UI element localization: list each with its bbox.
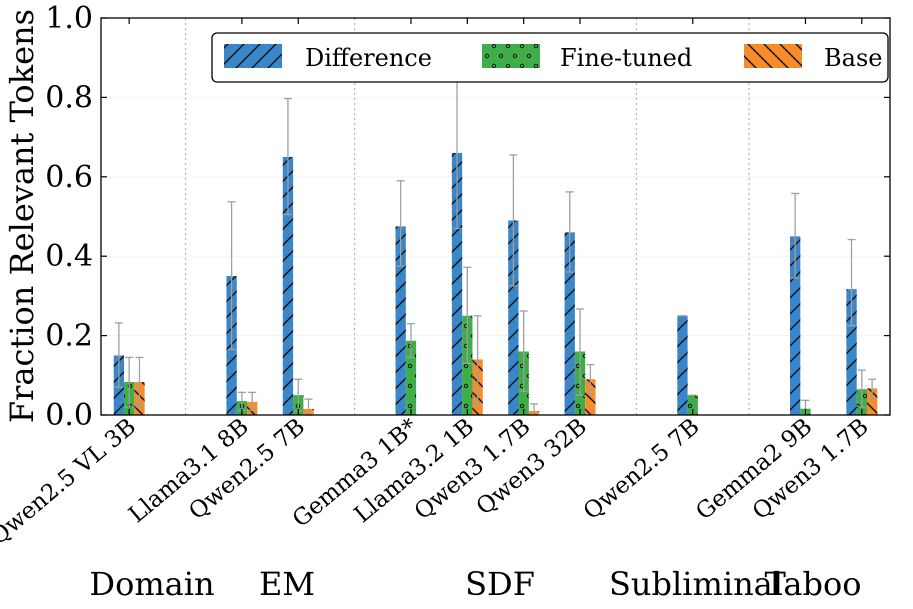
y-tick-label: 0.2 (45, 319, 93, 354)
y-axis-ticks: 0.0 0.2 0.4 0.6 0.8 1.0 (45, 1, 890, 433)
y-tick-label: 0.8 (45, 80, 93, 115)
y-tick-label: 0.6 (45, 160, 93, 195)
bar-hatch (282, 156, 294, 415)
bar-hatch (677, 315, 688, 415)
bars (113, 152, 878, 416)
bar-hatch (790, 236, 801, 415)
group-label: Subliminal (609, 565, 783, 603)
y-axis-label: Fraction Relevant Tokens (3, 9, 41, 423)
x-tick-label: Qwen2.5 7B (579, 414, 705, 525)
legend-label: Base (824, 44, 882, 72)
x-tick-label: Qwen2.5 VL 3B (0, 414, 141, 551)
legend: Difference Fine-tuned Base (211, 32, 889, 83)
group-separators (184, 18, 750, 415)
legend-label: Difference (305, 44, 432, 72)
bar-hatch (508, 220, 519, 415)
bar-hatch (462, 315, 473, 415)
bar-hatch (564, 232, 575, 415)
plot-frame (100, 17, 891, 416)
bar-hatch (866, 388, 878, 415)
bar-hatch (395, 226, 406, 415)
legend-swatch-hatch (744, 44, 802, 68)
group-label: Domain (89, 565, 214, 603)
bar-hatch (451, 152, 463, 416)
group-label: SDF (465, 565, 535, 603)
grid-lines (101, 97, 890, 337)
bar-hatch (846, 289, 857, 415)
legend-label: Fine-tuned (560, 44, 692, 72)
legend-swatch-hatch (224, 44, 282, 68)
y-tick-label: 0.0 (45, 398, 93, 433)
bar-hatch (405, 340, 417, 415)
group-label: EM (259, 565, 315, 603)
y-tick-label: 1.0 (45, 1, 93, 36)
legend-box (211, 32, 889, 83)
bar-hatch (687, 395, 698, 415)
bar-hatch (585, 379, 596, 415)
legend-swatch-hatch (482, 44, 540, 68)
group-label: Taboo (765, 565, 862, 603)
y-tick-label: 0.4 (45, 239, 93, 274)
